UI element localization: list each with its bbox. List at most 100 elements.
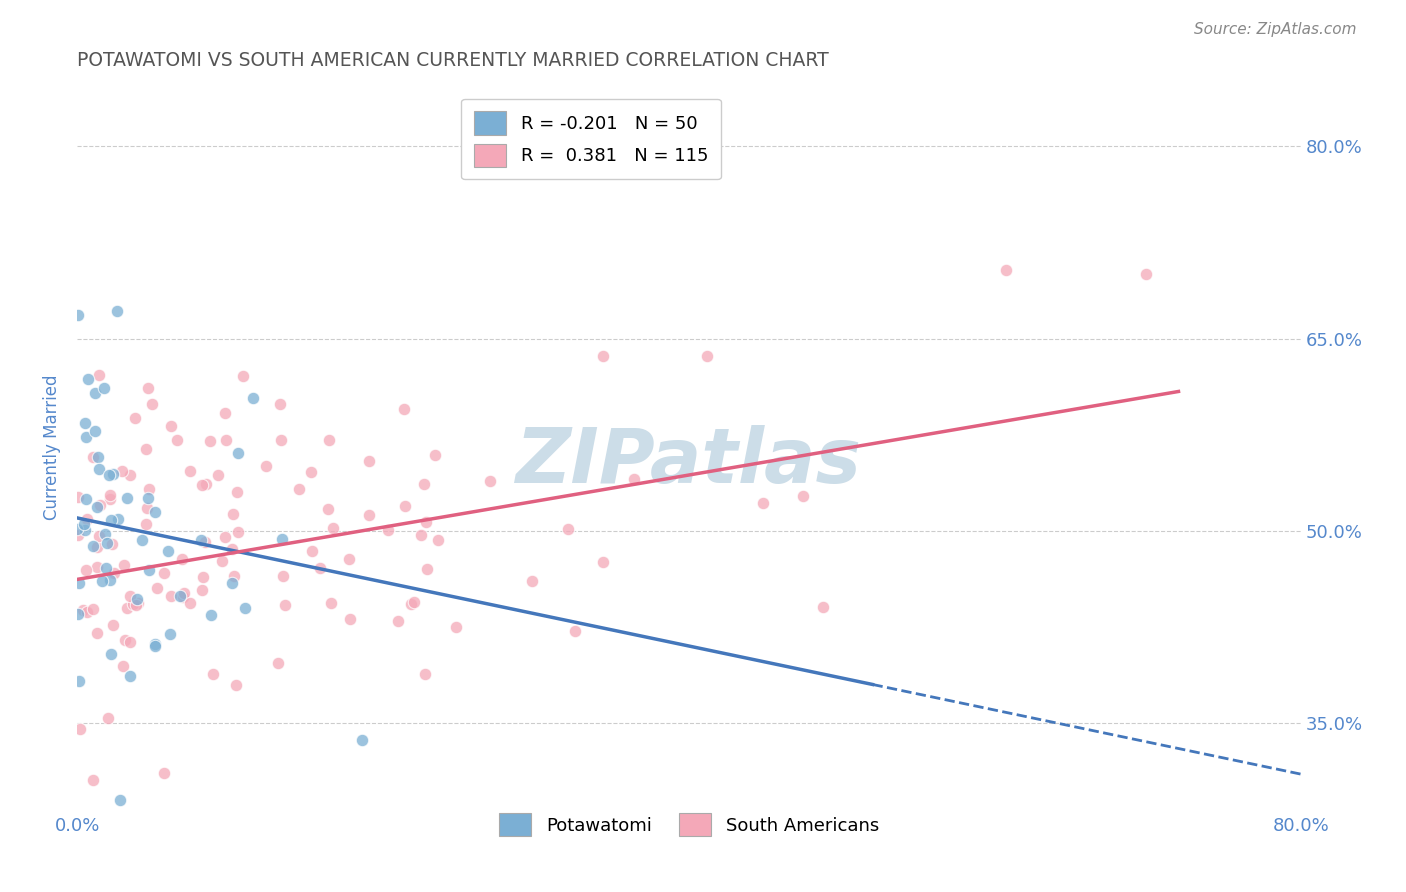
Point — [392, 402, 415, 417]
Point — [242, 391, 264, 405]
Point — [84, 424, 107, 438]
Point — [214, 529, 236, 543]
Point — [114, 632, 136, 647]
Y-axis label: Currently Married: Currently Married — [44, 375, 60, 520]
Point — [82, 772, 104, 787]
Point — [101, 467, 124, 481]
Point — [75, 492, 97, 507]
Point — [592, 556, 614, 570]
Point — [135, 442, 157, 456]
Point — [118, 589, 141, 603]
Point — [67, 576, 90, 591]
Point — [135, 516, 157, 531]
Point — [76, 429, 98, 443]
Point — [73, 523, 96, 537]
Point — [100, 573, 122, 587]
Point — [479, 474, 502, 488]
Point — [387, 614, 409, 628]
Point — [409, 527, 432, 541]
Point — [121, 597, 143, 611]
Point — [427, 533, 450, 547]
Point — [318, 433, 340, 447]
Point — [160, 419, 183, 434]
Point — [87, 450, 110, 465]
Point — [235, 601, 257, 615]
Point — [557, 522, 579, 536]
Point — [112, 558, 135, 572]
Point — [225, 485, 247, 500]
Point — [87, 462, 110, 476]
Point — [73, 417, 96, 431]
Point — [111, 659, 134, 673]
Point — [118, 669, 141, 683]
Point — [339, 612, 361, 626]
Point — [194, 476, 217, 491]
Point — [359, 454, 381, 468]
Point — [173, 586, 195, 600]
Point — [136, 491, 159, 506]
Point — [124, 410, 146, 425]
Point — [136, 381, 159, 395]
Point — [89, 499, 111, 513]
Point — [98, 468, 121, 483]
Point — [190, 477, 212, 491]
Point — [115, 491, 138, 505]
Point — [994, 262, 1017, 277]
Point — [159, 627, 181, 641]
Point — [96, 561, 118, 575]
Point — [136, 500, 159, 515]
Point — [89, 368, 111, 382]
Point — [86, 500, 108, 514]
Point — [221, 542, 243, 557]
Point — [108, 793, 131, 807]
Point — [76, 606, 98, 620]
Point — [214, 406, 236, 420]
Point — [319, 596, 342, 610]
Point — [269, 397, 291, 411]
Point — [66, 522, 89, 536]
Point — [301, 543, 323, 558]
Point — [207, 468, 229, 483]
Point — [166, 433, 188, 447]
Point — [316, 502, 339, 516]
Point — [200, 434, 222, 448]
Point — [309, 560, 332, 574]
Point — [811, 599, 834, 614]
Point — [67, 673, 90, 688]
Point — [274, 598, 297, 612]
Point — [87, 529, 110, 543]
Point — [115, 601, 138, 615]
Point — [107, 512, 129, 526]
Point — [66, 607, 89, 621]
Point — [131, 533, 153, 547]
Point — [170, 551, 193, 566]
Point — [415, 515, 437, 529]
Point — [160, 589, 183, 603]
Point — [254, 459, 277, 474]
Point — [399, 598, 422, 612]
Point — [82, 450, 104, 464]
Point — [191, 582, 214, 597]
Point — [226, 525, 249, 540]
Point — [105, 303, 128, 318]
Point — [138, 482, 160, 496]
Point — [415, 667, 437, 681]
Point — [377, 523, 399, 537]
Point — [564, 624, 586, 639]
Point — [120, 635, 142, 649]
Point — [169, 589, 191, 603]
Point — [444, 619, 467, 633]
Text: ZIPatlas: ZIPatlas — [516, 425, 862, 499]
Point — [103, 566, 125, 581]
Point — [224, 569, 246, 583]
Point — [101, 618, 124, 632]
Point — [75, 563, 97, 577]
Point — [86, 625, 108, 640]
Point — [86, 560, 108, 574]
Point — [752, 496, 775, 510]
Point — [221, 575, 243, 590]
Point — [522, 574, 544, 589]
Point — [172, 590, 194, 604]
Point — [416, 562, 439, 576]
Point — [402, 595, 425, 609]
